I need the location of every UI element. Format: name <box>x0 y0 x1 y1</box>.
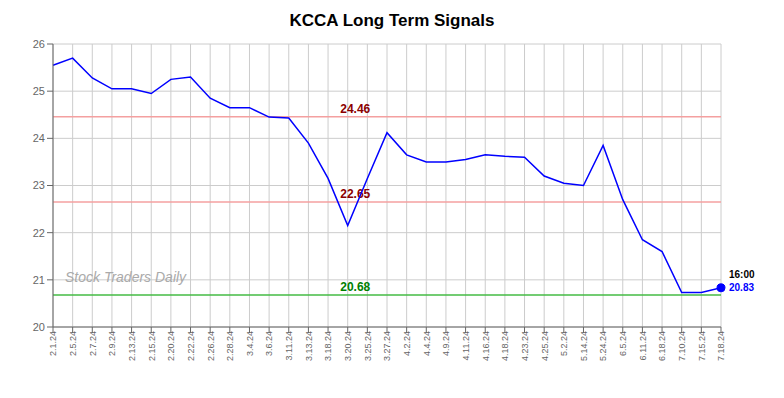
svg-text:5.2.24: 5.2.24 <box>559 331 569 356</box>
svg-text:2.7.24: 2.7.24 <box>88 331 98 356</box>
svg-text:23: 23 <box>33 179 45 191</box>
svg-text:2.5.24: 2.5.24 <box>68 331 78 356</box>
svg-text:4.11.24: 4.11.24 <box>461 331 471 360</box>
svg-text:4.4.24: 4.4.24 <box>422 331 432 356</box>
svg-text:4.16.24: 4.16.24 <box>481 331 491 361</box>
svg-text:6.11.24: 6.11.24 <box>638 331 648 360</box>
svg-text:3.27.24: 3.27.24 <box>382 331 392 361</box>
svg-text:16:00: 16:00 <box>729 269 755 280</box>
svg-text:7.10.24: 7.10.24 <box>677 331 687 361</box>
svg-text:4.18.24: 4.18.24 <box>500 331 510 361</box>
svg-text:20.83: 20.83 <box>729 282 754 293</box>
svg-text:3.13.24: 3.13.24 <box>304 331 314 361</box>
svg-text:7.15.24: 7.15.24 <box>697 331 707 361</box>
svg-text:25: 25 <box>33 85 45 97</box>
html-text:KCCA Long Term Signals: KCCA Long Term Signals <box>289 11 495 30</box>
svg-text:24.46: 24.46 <box>340 102 370 116</box>
svg-text:6.5.24: 6.5.24 <box>618 331 628 356</box>
svg-text:3.11.24: 3.11.24 <box>284 331 294 360</box>
svg-text:4.2.24: 4.2.24 <box>402 331 412 356</box>
svg-text:22: 22 <box>33 227 45 239</box>
svg-text:2.1.24: 2.1.24 <box>48 331 58 356</box>
svg-text:3.6.24: 3.6.24 <box>265 331 275 356</box>
svg-text:5.24.24: 5.24.24 <box>599 331 609 361</box>
svg-text:5.14.24: 5.14.24 <box>579 331 589 361</box>
svg-text:20.68: 20.68 <box>340 280 370 294</box>
svg-text:2.28.24: 2.28.24 <box>225 331 235 361</box>
svg-text:20: 20 <box>33 321 45 333</box>
svg-text:2.22.24: 2.22.24 <box>186 331 196 361</box>
svg-text:2.13.24: 2.13.24 <box>127 331 137 361</box>
html-text:Stock Traders Daily: Stock Traders Daily <box>65 269 187 285</box>
svg-text:6.18.24: 6.18.24 <box>657 331 667 361</box>
svg-text:22.65: 22.65 <box>340 187 370 201</box>
svg-text:3.4.24: 3.4.24 <box>245 331 255 356</box>
svg-text:7.18.24: 7.18.24 <box>716 331 726 361</box>
svg-text:21: 21 <box>33 274 45 286</box>
svg-text:2.20.24: 2.20.24 <box>166 331 176 361</box>
svg-text:4.9.24: 4.9.24 <box>441 331 451 356</box>
svg-text:4.23.24: 4.23.24 <box>520 331 530 361</box>
svg-text:4.25.24: 4.25.24 <box>540 331 550 361</box>
svg-text:3.25.24: 3.25.24 <box>363 331 373 361</box>
svg-text:2.9.24: 2.9.24 <box>107 331 117 356</box>
svg-text:3.18.24: 3.18.24 <box>323 331 333 361</box>
svg-text:2.15.24: 2.15.24 <box>147 331 157 361</box>
svg-text:24: 24 <box>33 132 45 144</box>
svg-text:26: 26 <box>33 38 45 50</box>
svg-text:3.20.24: 3.20.24 <box>343 331 353 361</box>
svg-text:2.26.24: 2.26.24 <box>206 331 216 361</box>
